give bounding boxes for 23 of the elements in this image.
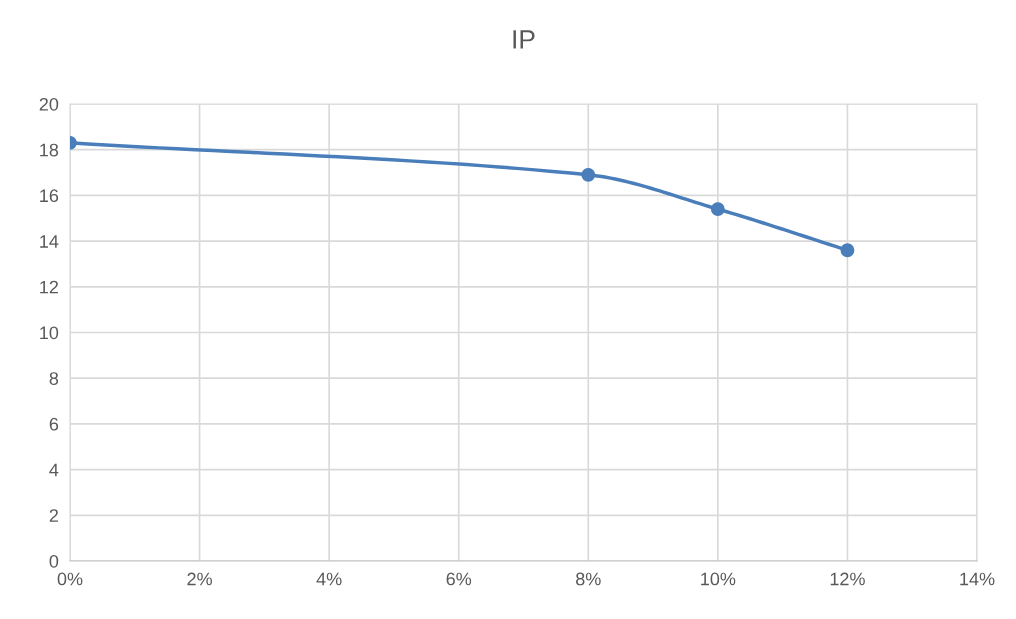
x-tick-label: 4%: [316, 572, 342, 586]
point: [581, 167, 596, 182]
y-tick-label: 6: [49, 417, 59, 431]
y-tick-label: 2: [49, 509, 58, 522]
x-tick-label: 0%: [57, 572, 83, 586]
y-tick-label: 20: [39, 97, 59, 111]
y-tick-label: 16: [40, 189, 59, 203]
y-tick-label: 12: [40, 280, 58, 294]
y-tick-label: 18: [40, 143, 59, 157]
y-tick-label: 4: [49, 463, 59, 477]
point: [840, 243, 855, 258]
x-tick-label: 12%: [830, 572, 865, 586]
x-tick-label: 10%: [701, 572, 736, 586]
x-tick-label: 14%: [960, 572, 995, 586]
y-tick-label: 8: [49, 372, 59, 385]
chart-title: IP: [513, 30, 535, 49]
y-tick-label: 10: [40, 326, 59, 340]
y-tick-label: 0: [49, 554, 59, 568]
x-tick-label: 2%: [187, 572, 212, 586]
x-tick-label: 6%: [446, 572, 472, 586]
y-tick-label: 14: [40, 235, 59, 248]
point: [710, 202, 725, 217]
x-tick-label: 8%: [576, 572, 601, 586]
